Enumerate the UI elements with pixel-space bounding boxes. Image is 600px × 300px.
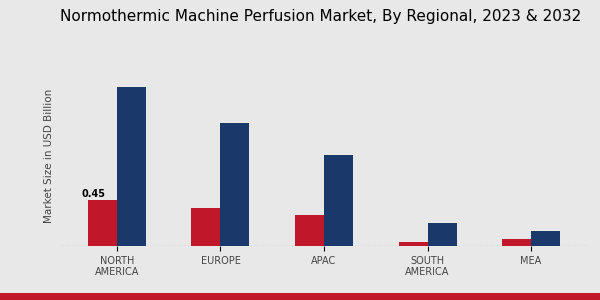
Bar [398, 242, 428, 246]
Text: Normothermic Machine Perfusion Market, By Regional, 2023 & 2032: Normothermic Machine Perfusion Market, B… [60, 9, 581, 24]
Text: 0.45: 0.45 [82, 189, 106, 199]
Bar [220, 123, 250, 246]
Bar [295, 215, 324, 246]
Bar [324, 155, 353, 246]
Bar [531, 231, 560, 246]
Bar [191, 208, 220, 246]
Bar [428, 224, 457, 246]
Bar [88, 200, 117, 246]
Y-axis label: Market Size in USD Billion: Market Size in USD Billion [44, 89, 55, 223]
Bar [117, 87, 146, 246]
Bar [502, 239, 531, 246]
